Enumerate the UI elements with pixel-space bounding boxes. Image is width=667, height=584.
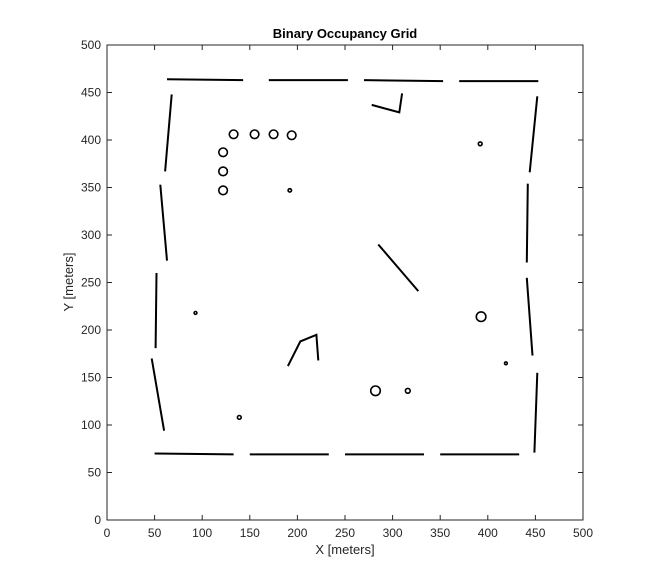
occupied-circle-12 bbox=[404, 387, 411, 394]
x-tick-label-250: 250 bbox=[335, 526, 355, 540]
x-tick-label-350: 350 bbox=[430, 526, 450, 540]
occupied-bottom-wall-1 bbox=[154, 452, 234, 456]
occupied-left-wall-4 bbox=[150, 358, 166, 431]
occupied-right-wall-3 bbox=[525, 277, 534, 356]
y-tick-label-400: 400 bbox=[81, 133, 101, 147]
occupied-circle-5 bbox=[218, 147, 229, 158]
occupied-circle-15 bbox=[236, 414, 243, 421]
occupied-circle-4 bbox=[286, 130, 297, 141]
y-tick-label-100: 100 bbox=[81, 418, 101, 432]
y-tick-label-500: 500 bbox=[81, 38, 101, 52]
y-tick-label-150: 150 bbox=[81, 371, 101, 385]
x-tick-label-500: 500 bbox=[573, 526, 593, 540]
x-tick-label-0: 0 bbox=[104, 526, 111, 540]
y-tick-label-450: 450 bbox=[81, 86, 101, 100]
y-tick-label-0: 0 bbox=[94, 513, 101, 527]
occupied-circle-9 bbox=[477, 141, 483, 147]
x-tick-label-150: 150 bbox=[240, 526, 260, 540]
x-axis-label: X [meters] bbox=[315, 542, 374, 557]
occupied-circle-13 bbox=[503, 361, 509, 366]
occupied-circle-7 bbox=[218, 185, 229, 196]
occupied-circle-2 bbox=[249, 129, 260, 140]
occupied-top-wall-3 bbox=[363, 79, 444, 83]
y-tick-label-350: 350 bbox=[81, 181, 101, 195]
x-tick-label-100: 100 bbox=[192, 526, 212, 540]
occupied-top-wall-1 bbox=[166, 78, 244, 82]
x-tick-label-200: 200 bbox=[287, 526, 307, 540]
occupied-right-wall-1 bbox=[528, 96, 539, 173]
occupied-inner-wall-angled bbox=[377, 243, 420, 292]
occupied-circle-10 bbox=[475, 311, 487, 323]
y-axis-ticks: 0 50 100 150 200 250 300 350 400 450 500 bbox=[81, 38, 583, 527]
axes-box bbox=[106, 44, 584, 521]
y-tick-label-200: 200 bbox=[81, 323, 101, 337]
y-tick-label-250: 250 bbox=[81, 276, 101, 290]
occupied-circle-8 bbox=[287, 187, 293, 193]
occupied-left-wall-3 bbox=[154, 272, 158, 349]
occupancy-map-layer bbox=[150, 78, 539, 456]
x-tick-label-400: 400 bbox=[478, 526, 498, 540]
occupied-inner-wall-small bbox=[287, 333, 320, 367]
occupied-circle-11 bbox=[369, 385, 382, 397]
occupied-circle-6 bbox=[218, 166, 229, 177]
occupied-left-wall-1 bbox=[164, 94, 173, 172]
occupied-circle-14 bbox=[193, 310, 198, 316]
occupied-circle-3 bbox=[268, 129, 279, 140]
x-axis-ticks: 0 50 100 150 200 250 300 350 400 450 500 bbox=[104, 45, 593, 540]
x-tick-label-300: 300 bbox=[383, 526, 403, 540]
occupied-right-wall-2 bbox=[525, 183, 529, 263]
occupied-circle-1 bbox=[228, 129, 239, 140]
y-axis-label: Y [meters] bbox=[61, 252, 76, 311]
plot-area bbox=[106, 44, 584, 521]
y-tick-label-50: 50 bbox=[88, 466, 102, 480]
x-tick-label-450: 450 bbox=[525, 526, 545, 540]
y-tick-label-300: 300 bbox=[81, 228, 101, 242]
chart-title: Binary Occupancy Grid bbox=[273, 26, 418, 41]
occupied-inner-wall-top bbox=[371, 93, 404, 114]
occupied-right-wall-4 bbox=[533, 372, 539, 453]
occupied-left-wall-2 bbox=[159, 184, 168, 261]
x-tick-label-50: 50 bbox=[148, 526, 162, 540]
